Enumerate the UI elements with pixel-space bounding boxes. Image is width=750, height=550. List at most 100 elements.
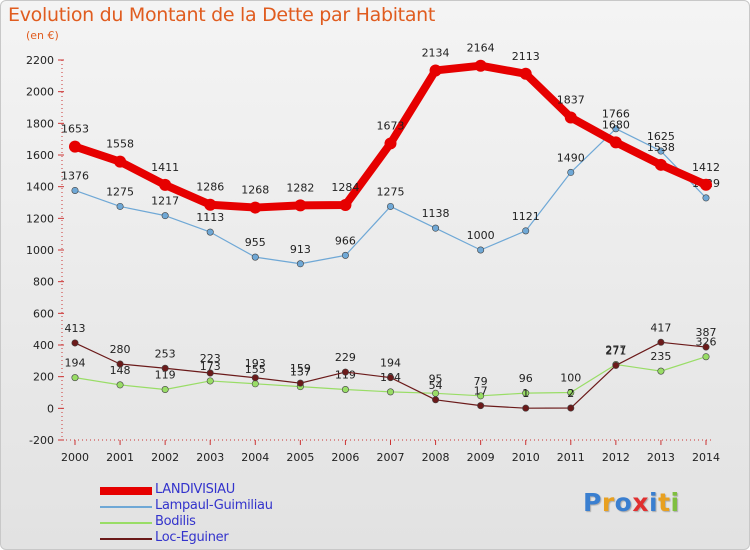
data-label-loc-eguiner: 417 <box>650 321 671 334</box>
data-point-bodilis <box>702 353 710 361</box>
proxiti-logo: Proxiti <box>583 488 680 517</box>
data-point-landivisiau <box>204 198 217 211</box>
data-point-lampaul-guimiliau <box>161 212 169 220</box>
x-tick-label: 2001 <box>106 451 134 464</box>
data-point-bodilis <box>386 388 394 396</box>
data-label-bodilis: 148 <box>110 364 131 377</box>
data-point-lampaul-guimiliau <box>567 168 575 176</box>
data-point-loc-eguiner <box>71 339 79 347</box>
data-label-bodilis: 194 <box>65 357 86 370</box>
data-point-bodilis <box>116 381 124 389</box>
data-label-lampaul-guimiliau: 1275 <box>377 185 405 198</box>
x-tick-label: 2013 <box>647 451 675 464</box>
data-label-landivisiau: 1837 <box>557 93 585 106</box>
data-point-lampaul-guimiliau <box>251 253 259 261</box>
data-point-landivisiau <box>384 137 397 150</box>
data-point-landivisiau <box>159 178 172 191</box>
data-label-lampaul-guimiliau: 1766 <box>602 108 630 121</box>
x-tick-label: 2003 <box>196 451 224 464</box>
data-point-lampaul-guimiliau <box>116 202 124 210</box>
data-label-landivisiau: 1268 <box>241 184 269 197</box>
logo-letter: P <box>583 488 602 517</box>
data-label-bodilis: 326 <box>696 336 717 349</box>
data-label-lampaul-guimiliau: 1217 <box>151 195 179 208</box>
data-label-bodilis: 119 <box>155 368 176 381</box>
logo-letter: x <box>632 488 649 517</box>
x-tick-label: 2008 <box>422 451 450 464</box>
data-label-loc-eguiner: 54 <box>429 379 443 392</box>
data-label-landivisiau: 1411 <box>151 161 179 174</box>
data-point-loc-eguiner <box>567 404 575 412</box>
legend-label: Bodilis <box>155 514 196 529</box>
data-point-lampaul-guimiliau <box>477 246 485 254</box>
data-label-loc-eguiner: 413 <box>65 322 86 335</box>
data-label-bodilis: 95 <box>429 372 443 385</box>
data-label-lampaul-guimiliau: 1000 <box>467 229 495 242</box>
y-tick-label: 200 <box>33 371 54 384</box>
data-point-lampaul-guimiliau <box>612 125 620 133</box>
y-tick-label: 2200 <box>26 54 54 67</box>
data-point-loc-eguiner <box>386 374 394 382</box>
data-label-landivisiau: 1558 <box>106 138 134 151</box>
legend-swatch <box>100 487 152 495</box>
data-label-loc-eguiner: 253 <box>155 347 176 360</box>
data-label-loc-eguiner: 194 <box>380 357 401 370</box>
data-label-bodilis: 277 <box>605 343 626 356</box>
legend-swatch <box>100 522 152 524</box>
data-label-loc-eguiner: 280 <box>110 343 131 356</box>
line-chart: -200 0 200 400 600 800 1000 1200 1400 1600 1800 200… <box>26 42 720 464</box>
data-label-landivisiau: 1282 <box>286 181 314 194</box>
data-label-bodilis: 155 <box>245 363 266 376</box>
data-point-loc-eguiner <box>161 364 169 372</box>
y-tick-label: 2000 <box>26 86 54 99</box>
y-tick-label: 1000 <box>26 244 54 257</box>
data-label-lampaul-guimiliau: 1138 <box>422 207 450 220</box>
logo-letter: r <box>601 488 615 517</box>
data-point-landivisiau <box>429 64 442 77</box>
data-label-landivisiau: 1673 <box>377 119 405 132</box>
data-label-bodilis: 235 <box>650 350 671 363</box>
data-point-bodilis <box>251 380 259 388</box>
data-label-landivisiau: 2134 <box>422 46 450 59</box>
data-label-loc-eguiner: 193 <box>245 357 266 370</box>
data-point-bodilis <box>567 388 575 396</box>
data-label-lampaul-guimiliau: 966 <box>335 234 356 247</box>
data-point-landivisiau <box>609 136 622 149</box>
data-label-bodilis: 173 <box>200 360 221 373</box>
data-point-lampaul-guimiliau <box>432 224 440 232</box>
data-label-bodilis: 96 <box>519 372 533 385</box>
data-point-landivisiau <box>700 178 712 191</box>
data-point-lampaul-guimiliau <box>386 202 394 210</box>
data-label-lampaul-guimiliau: 913 <box>290 243 311 256</box>
data-point-landivisiau <box>294 199 307 212</box>
data-point-lampaul-guimiliau <box>71 186 79 194</box>
data-point-loc-eguiner <box>702 343 710 351</box>
data-point-landivisiau <box>564 111 577 124</box>
y-tick-label: 1800 <box>26 117 54 130</box>
legend-label: Loc-Eguiner <box>155 530 229 545</box>
data-label-lampaul-guimiliau: 1113 <box>196 211 224 224</box>
data-label-loc-eguiner: 2 <box>567 387 574 400</box>
x-tick-label: 2002 <box>151 451 179 464</box>
data-label-lampaul-guimiliau: 1625 <box>647 130 675 143</box>
data-label-lampaul-guimiliau: 1121 <box>512 210 540 223</box>
data-point-loc-eguiner <box>251 374 259 382</box>
data-point-bodilis <box>341 385 349 393</box>
x-tick-label: 2006 <box>331 451 359 464</box>
data-point-loc-eguiner <box>206 369 214 377</box>
data-point-landivisiau <box>654 158 667 171</box>
data-point-lampaul-guimiliau <box>341 251 349 259</box>
data-label-bodilis: 79 <box>474 375 488 388</box>
chart-title: Evolution du Montant de la Dette par Hab… <box>8 4 436 26</box>
data-point-loc-eguiner <box>477 402 485 410</box>
legend-swatch <box>100 538 152 540</box>
x-tick-label: 2012 <box>602 451 630 464</box>
data-point-bodilis <box>522 389 530 397</box>
data-point-loc-eguiner <box>341 368 349 376</box>
data-point-bodilis <box>477 392 485 400</box>
data-label-loc-eguiner: 17 <box>474 385 488 398</box>
data-point-loc-eguiner <box>612 361 620 369</box>
x-tick-label: 2009 <box>467 451 495 464</box>
y-tick-label: 800 <box>33 276 54 289</box>
